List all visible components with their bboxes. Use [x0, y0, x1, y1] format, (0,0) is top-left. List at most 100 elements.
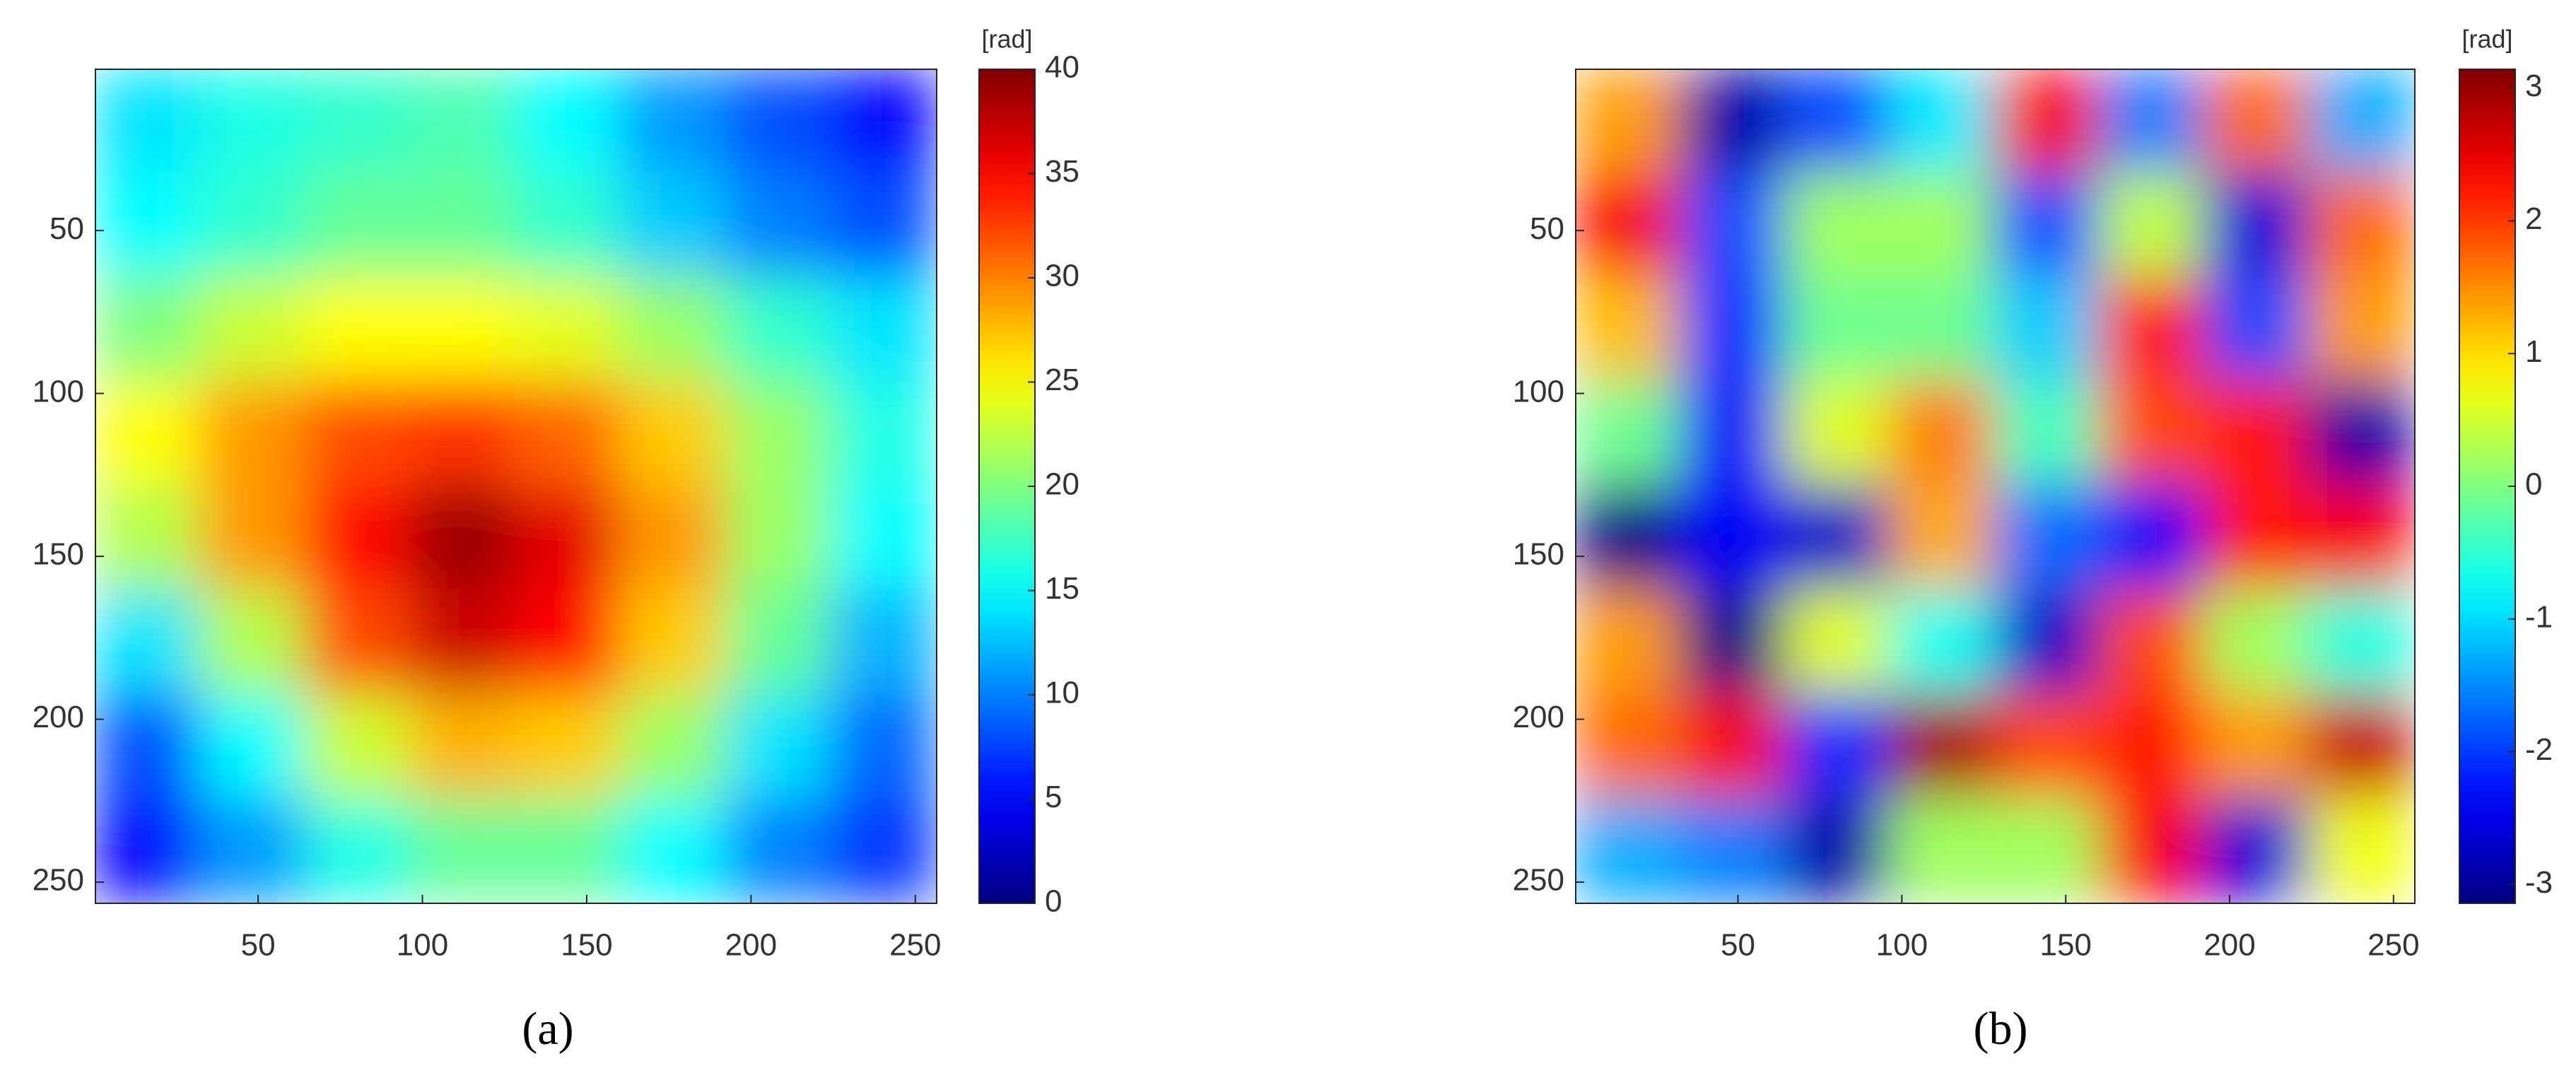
heatmap-cell [409, 484, 515, 590]
heatmap-cell [95, 484, 200, 590]
heatmap-cell [2098, 380, 2204, 486]
heatmap-cell [514, 380, 621, 486]
heatmap-cell [514, 484, 621, 590]
x-tick-label: 150 [561, 928, 612, 963]
heatmap-cell [725, 693, 831, 799]
heatmap-cell [619, 276, 726, 382]
heatmap-cell [1784, 797, 1890, 903]
heatmap-cell [1994, 589, 2100, 694]
heatmap-cell [2203, 693, 2309, 799]
heatmap-cell [1888, 484, 1995, 590]
colorbar-tick-label: 40 [1045, 50, 1079, 85]
y-tick-label: 250 [33, 863, 84, 898]
heatmap-cell [2203, 172, 2309, 277]
heatmap-cell [2308, 693, 2414, 799]
heatmap-cell [2098, 693, 2204, 799]
heatmap-cell [2308, 484, 2414, 590]
heatmap-cell [1784, 380, 1890, 486]
heatmap-cell [619, 172, 726, 277]
heatmap-cell [199, 276, 305, 382]
heatmap-cell [725, 276, 831, 382]
heatmap-cell [829, 797, 936, 903]
heatmap-cell [1784, 276, 1890, 382]
heatmap-cell [514, 589, 621, 694]
heatmap-cell [199, 693, 305, 799]
heatmap-cell [199, 589, 305, 694]
heatmap-cell [2308, 69, 2414, 173]
caption: (a) [522, 1003, 573, 1055]
colorbar-tick-label: -2 [2525, 732, 2553, 767]
y-tick-label: 50 [1530, 211, 1564, 246]
heatmap-cell [1576, 172, 1680, 277]
heatmap-cell [514, 69, 621, 173]
heatmap-cell [409, 797, 515, 903]
heatmap-cell [2203, 69, 2309, 173]
heatmap-cell [1679, 380, 1785, 486]
heatmap-cell [409, 380, 515, 486]
heatmap-cell [725, 69, 831, 173]
heatmap-cell [1888, 276, 1995, 382]
heatmap-cell [2098, 172, 2204, 277]
heatmap-cell [1888, 589, 1995, 694]
y-tick-label: 150 [33, 537, 84, 572]
heatmap-cell [829, 589, 936, 694]
colorbar-label: [rad] [981, 25, 1032, 54]
heatmap [95, 69, 936, 903]
heatmap-cell [1784, 589, 1890, 694]
heatmap-cell [199, 69, 305, 173]
heatmap-cell [619, 484, 726, 590]
heatmap-cell [304, 693, 410, 799]
heatmap-cell [1679, 276, 1785, 382]
x-tick-label: 150 [2039, 928, 2091, 963]
heatmap-cell [409, 276, 515, 382]
heatmap-cell [2098, 69, 2204, 173]
heatmap-cell [1888, 69, 1995, 173]
colorbar-tick-label: 3 [2525, 69, 2542, 103]
heatmap-cell [1888, 380, 1995, 486]
heatmap-cell [619, 797, 726, 903]
heatmap-cell [2308, 172, 2414, 277]
heatmap-cell [2203, 484, 2309, 590]
heatmap-cell [1994, 484, 2100, 590]
heatmap-cell [1994, 172, 2100, 277]
heatmap-cell [514, 693, 621, 799]
colorbar-tick-label: 0 [2525, 467, 2542, 502]
y-tick-label: 150 [1513, 537, 1564, 572]
heatmap-cell [725, 172, 831, 277]
heatmap-cell [619, 69, 726, 173]
heatmap-area [95, 69, 936, 903]
heatmap-cell [1679, 69, 1785, 173]
x-tick-label: 250 [2367, 928, 2419, 963]
colorbar-tick-label: 20 [1045, 467, 1079, 502]
heatmap-cell [304, 484, 410, 590]
heatmap-cell [409, 69, 515, 173]
heatmap-cell [1576, 380, 1680, 486]
heatmap-cell [725, 589, 831, 694]
heatmap-cell [514, 172, 621, 277]
heatmap-cell [304, 380, 410, 486]
heatmap-cell [2098, 589, 2204, 694]
heatmap-cell [2203, 797, 2309, 903]
x-tick-label: 50 [1721, 928, 1755, 963]
heatmap-cell [304, 589, 410, 694]
heatmap-cell [514, 276, 621, 382]
heatmap-cell [1576, 797, 1680, 903]
heatmap-cell [725, 797, 831, 903]
caption: (b) [1974, 1003, 2028, 1055]
heatmap-cell [2308, 589, 2414, 694]
heatmap-area [1576, 69, 2414, 903]
heatmap-cell [829, 693, 936, 799]
heatmap-cell [1576, 484, 1680, 590]
heatmap-cell [95, 69, 200, 173]
heatmap-cell [304, 276, 410, 382]
heatmap-cell [304, 172, 410, 277]
heatmap-cell [1576, 276, 1680, 382]
heatmap-cell [514, 797, 621, 903]
heatmap-cell [409, 589, 515, 694]
heatmap-cell [1576, 69, 1680, 173]
colorbar-tick-label: -1 [2525, 599, 2553, 634]
colorbar-tick-label: 25 [1045, 363, 1079, 397]
y-tick-label: 250 [1513, 863, 1564, 898]
heatmap-cell [1994, 693, 2100, 799]
